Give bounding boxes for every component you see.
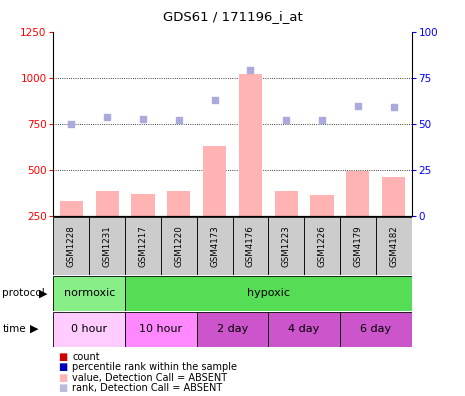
Bar [131,194,155,262]
Bar [268,312,340,346]
Bar [239,74,262,262]
Text: ■: ■ [58,362,67,373]
Text: ▶: ▶ [39,288,47,299]
Text: count: count [72,352,100,362]
Point [67,120,75,127]
Bar [197,312,268,346]
Bar [125,312,197,346]
Bar [310,195,334,262]
Bar [340,312,412,346]
Bar [376,217,412,275]
Text: 0 hour: 0 hour [71,324,107,334]
Text: 2 day: 2 day [217,324,248,334]
Text: GSM4176: GSM4176 [246,225,255,267]
Bar [53,217,89,275]
Point [103,114,111,120]
Text: 4 day: 4 day [288,324,320,334]
Text: rank, Detection Call = ABSENT: rank, Detection Call = ABSENT [72,383,222,393]
Text: GSM1217: GSM1217 [139,225,147,267]
Bar [161,217,197,275]
Text: ■: ■ [58,373,67,383]
Bar [346,171,370,262]
Text: GSM1228: GSM1228 [67,225,76,267]
Point [318,117,325,123]
Bar [268,217,304,275]
Bar [125,217,161,275]
Point [282,117,290,123]
Text: GSM4173: GSM4173 [210,225,219,267]
Text: value, Detection Call = ABSENT: value, Detection Call = ABSENT [72,373,227,383]
Text: GSM1223: GSM1223 [282,225,291,267]
Text: 10 hour: 10 hour [140,324,182,334]
Bar [53,312,125,346]
Text: ■: ■ [58,352,67,362]
Text: ▶: ▶ [30,324,38,334]
Text: GSM1220: GSM1220 [174,225,183,267]
Text: GDS61 / 171196_i_at: GDS61 / 171196_i_at [163,10,302,23]
Text: ■: ■ [58,383,67,393]
Bar [197,217,232,275]
Bar [60,201,83,262]
Text: GSM1231: GSM1231 [103,225,112,267]
Text: GSM4182: GSM4182 [389,225,398,267]
Bar [340,217,376,275]
Bar [53,276,125,311]
Bar [167,191,191,262]
Text: time: time [2,324,26,334]
Point [390,104,397,110]
Point [246,67,254,74]
Text: GSM4179: GSM4179 [353,225,362,267]
Bar [203,146,226,262]
Bar [382,177,405,262]
Bar [89,217,125,275]
Text: percentile rank within the sample: percentile rank within the sample [72,362,237,373]
Text: hypoxic: hypoxic [247,288,290,299]
Bar [304,217,340,275]
Text: 6 day: 6 day [360,324,391,334]
Point [354,103,361,109]
Bar [232,217,268,275]
Bar [274,191,298,262]
Point [139,116,146,122]
Text: GSM1226: GSM1226 [318,225,326,267]
Bar [125,276,412,311]
Bar [95,191,119,262]
Text: protocol: protocol [2,288,45,299]
Point [211,97,218,103]
Text: normoxic: normoxic [64,288,115,299]
Point [175,117,182,123]
